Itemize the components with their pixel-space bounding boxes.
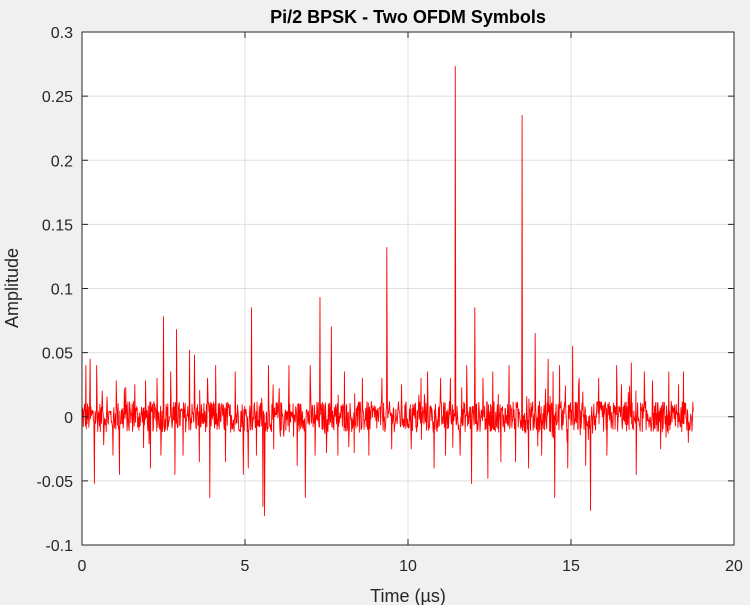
signal-series bbox=[81, 66, 694, 516]
y-tick-labels: -0.1 -0.05 0 0.05 0.1 0.15 0.2 0.25 0.3 bbox=[37, 25, 74, 555]
y-tick-label: 0.05 bbox=[42, 346, 73, 363]
y-tick-label: 0.25 bbox=[42, 89, 73, 106]
series-line bbox=[81, 66, 694, 516]
y-tick-label: -0.1 bbox=[45, 538, 73, 555]
x-tick-label: 15 bbox=[562, 558, 580, 575]
tick-marks bbox=[81, 31, 735, 546]
x-tick-label: 5 bbox=[241, 558, 250, 575]
y-tick-label: -0.05 bbox=[37, 474, 74, 491]
y-tick-label: 0.2 bbox=[51, 153, 73, 170]
y-tick-label: 0.1 bbox=[51, 282, 73, 299]
x-tick-label: 20 bbox=[725, 558, 743, 575]
x-tick-label: 0 bbox=[78, 558, 87, 575]
chart-title: Pi/2 BPSK - Two OFDM Symbols bbox=[270, 7, 546, 27]
y-axis-label: Amplitude bbox=[2, 248, 22, 328]
grid-lines bbox=[82, 32, 734, 545]
y-tick-label: 0 bbox=[64, 410, 73, 427]
x-tick-label: 10 bbox=[399, 558, 417, 575]
x-tick-labels: 0 5 10 15 20 bbox=[78, 558, 743, 575]
y-tick-label: 0.3 bbox=[51, 25, 73, 42]
x-axis-label: Time (µs) bbox=[370, 586, 446, 605]
y-tick-label: 0.15 bbox=[42, 217, 73, 234]
